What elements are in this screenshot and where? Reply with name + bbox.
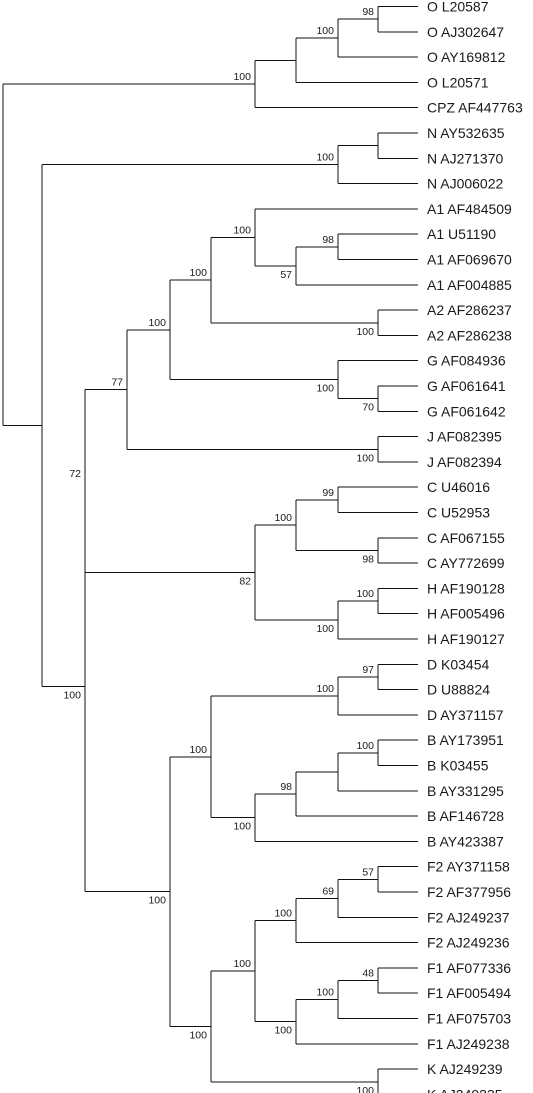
support-value: 100	[316, 683, 334, 695]
support-value: 70	[362, 402, 374, 414]
support-value: 100	[189, 267, 207, 279]
support-value: 100	[274, 1025, 292, 1037]
support-value: 57	[362, 866, 374, 878]
support-value: 100	[274, 512, 292, 524]
support-value: 100	[356, 452, 374, 464]
leaf-label: H AF190127	[427, 631, 505, 647]
leaf-label: G AF084936	[427, 353, 506, 369]
leaf-label: A1 AF484509	[427, 201, 512, 217]
leaf-label: F1 AF075703	[427, 1011, 511, 1027]
leaf-label: D U88824	[427, 682, 490, 698]
leaf-label: N AY532635	[427, 125, 505, 141]
leaf-label: B AY331295	[427, 783, 504, 799]
support-value: 100	[316, 152, 334, 164]
leaf-label: C U46016	[427, 479, 490, 495]
support-value: 72	[69, 468, 81, 480]
support-value: 100	[148, 317, 166, 329]
leaf-label: F2 AJ249237	[427, 909, 510, 925]
leaf-label: CPZ AF447763	[427, 100, 523, 116]
leaf-label: N AJ271370	[427, 150, 503, 166]
leaf-label: A2 AF286238	[427, 327, 512, 343]
support-value: 48	[362, 968, 374, 980]
leaf-label: J AF082394	[427, 454, 502, 470]
support-value: 100	[189, 1029, 207, 1041]
leaf-label: H AF005496	[427, 606, 505, 622]
support-value: 98	[322, 234, 334, 246]
support-value: 100	[63, 689, 81, 701]
leaf-label: O AJ302647	[427, 24, 504, 40]
support-value: 98	[362, 6, 374, 18]
support-value: 82	[239, 576, 251, 588]
leaf-label: B AF146728	[427, 808, 504, 824]
support-value: 98	[362, 553, 374, 565]
support-value: 100	[316, 623, 334, 635]
support-value: 97	[362, 664, 374, 676]
leaf-label: A1 AF004885	[427, 277, 512, 293]
support-value: 69	[322, 885, 334, 897]
leaf-label: D AY371157	[427, 707, 504, 723]
leaf-label: O AY169812	[427, 49, 506, 65]
leaf-label: O L20587	[427, 0, 489, 15]
leaf-label: B AY423387	[427, 833, 504, 849]
support-value: 100	[148, 895, 166, 907]
leaf-label: F2 AF377956	[427, 884, 511, 900]
leaf-label: D K03454	[427, 656, 489, 672]
support-value: 100	[356, 740, 374, 752]
support-value: 100	[316, 25, 334, 37]
leaf-label: A2 AF286237	[427, 302, 512, 318]
leaf-label: O L20571	[427, 74, 489, 90]
support-value: 100	[233, 821, 251, 833]
leaf-label: F2 AY371158	[427, 859, 510, 875]
support-value: 100	[356, 326, 374, 338]
support-value: 98	[280, 781, 292, 793]
leaf-label: H AF190128	[427, 580, 505, 596]
leaf-label: K AJ249239	[427, 1061, 503, 1077]
leaf-label: F1 AJ249238	[427, 1036, 510, 1052]
support-value: 57	[280, 269, 292, 281]
support-value: 100	[233, 71, 251, 83]
leaf-label: G AF061642	[427, 403, 506, 419]
leaf-label: C AF067155	[427, 530, 505, 546]
leaf-label: G AF061641	[427, 378, 506, 394]
leaf-label: N AJ006022	[427, 176, 503, 192]
leaf-label: K AJ249235	[427, 1086, 503, 1093]
support-value: 77	[111, 377, 123, 389]
leaf-label: C U52953	[427, 505, 490, 521]
support-value: 99	[322, 487, 334, 499]
leaf-label: B K03455	[427, 758, 489, 774]
leaf-label: B AY173951	[427, 732, 504, 748]
support-value: 100	[316, 383, 334, 395]
leaf-label: F1 AF005494	[427, 985, 511, 1001]
leaf-label: J AF082395	[427, 429, 502, 445]
support-value: 100	[233, 224, 251, 236]
support-value: 100	[316, 987, 334, 999]
leaf-label: F1 AF077336	[427, 960, 511, 976]
leaf-label: A1 AF069670	[427, 252, 512, 268]
support-value: 100	[233, 958, 251, 970]
support-value: 100	[356, 1085, 374, 1093]
leaf-label: C AY772699	[427, 555, 505, 571]
support-value: 100	[356, 588, 374, 600]
support-value: 100	[274, 907, 292, 919]
support-value: 100	[189, 744, 207, 756]
leaf-label: A1 U51190	[427, 226, 496, 242]
leaf-label: F2 AJ249236	[427, 935, 510, 951]
